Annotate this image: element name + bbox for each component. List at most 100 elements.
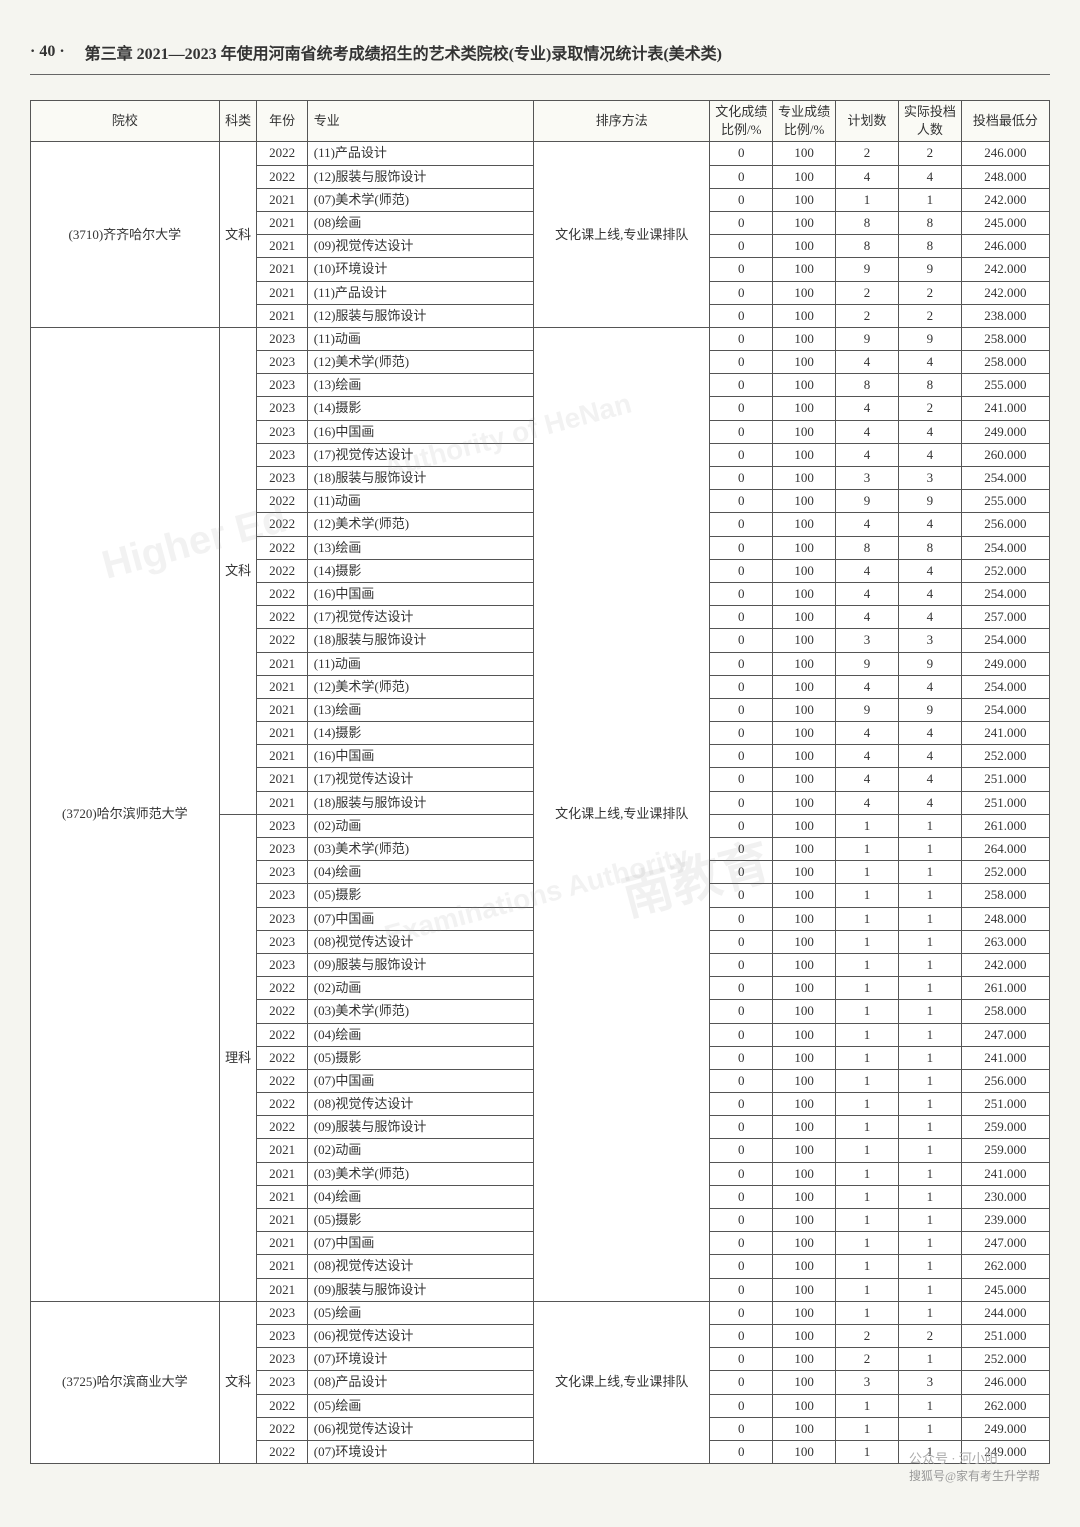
cell-value: 252.000 (961, 745, 1049, 768)
cell-value: 257.000 (961, 606, 1049, 629)
cell-value: 255.000 (961, 374, 1049, 397)
cell-value: 100 (773, 1348, 836, 1371)
cell-value: 248.000 (961, 165, 1049, 188)
cell-major: (08)视觉传达设计 (307, 1093, 533, 1116)
cell-value: 254.000 (961, 629, 1049, 652)
cell-major: (17)视觉传达设计 (307, 443, 533, 466)
cell-major: (05)摄影 (307, 884, 533, 907)
cell-value: 0 (710, 374, 773, 397)
cell-value: 9 (898, 258, 961, 281)
cell-value: 1 (898, 1417, 961, 1440)
cell-year: 2023 (257, 930, 307, 953)
cell-major: (11)产品设计 (307, 281, 533, 304)
cell-year: 2021 (257, 188, 307, 211)
col-pro-ratio: 专业成绩比例/% (773, 101, 836, 142)
cell-major: (08)视觉传达设计 (307, 1255, 533, 1278)
cell-value: 1 (898, 1209, 961, 1232)
footer-source: 搜狐号@家有考生升学帮 (909, 1467, 1040, 1484)
cell-value: 8 (898, 536, 961, 559)
cell-major: (06)视觉传达设计 (307, 1417, 533, 1440)
cell-value: 1 (836, 1440, 899, 1463)
cell-major: (14)摄影 (307, 397, 533, 420)
cell-major: (16)中国画 (307, 745, 533, 768)
cell-value: 251.000 (961, 768, 1049, 791)
cell-value: 242.000 (961, 953, 1049, 976)
cell-value: 254.000 (961, 675, 1049, 698)
cell-value: 241.000 (961, 1162, 1049, 1185)
cell-value: 259.000 (961, 1139, 1049, 1162)
cell-major: (09)服装与服饰设计 (307, 1278, 533, 1301)
cell-value: 258.000 (961, 351, 1049, 374)
cell-year: 2021 (257, 1255, 307, 1278)
cell-value: 0 (710, 513, 773, 536)
cell-value: 3 (836, 467, 899, 490)
cell-value: 4 (836, 351, 899, 374)
cell-value: 100 (773, 1162, 836, 1185)
cell-major: (04)绘画 (307, 1185, 533, 1208)
cell-major: (07)中国画 (307, 1069, 533, 1092)
cell-value: 1 (836, 838, 899, 861)
cell-year: 2021 (257, 1185, 307, 1208)
cell-value: 255.000 (961, 490, 1049, 513)
cell-value: 100 (773, 745, 836, 768)
cell-value: 100 (773, 861, 836, 884)
table-row: (3720)哈尔滨师范大学文科2023(11)动画文化课上线,专业课排队0100… (31, 327, 1050, 350)
cell-major: (05)摄影 (307, 1209, 533, 1232)
cell-value: 4 (836, 165, 899, 188)
cell-value: 262.000 (961, 1255, 1049, 1278)
cell-value: 4 (836, 513, 899, 536)
cell-value: 0 (710, 652, 773, 675)
cell-year: 2023 (257, 374, 307, 397)
cell-value: 4 (836, 420, 899, 443)
cell-value: 0 (710, 188, 773, 211)
cell-value: 3 (898, 1371, 961, 1394)
cell-value: 241.000 (961, 397, 1049, 420)
cell-value: 245.000 (961, 1278, 1049, 1301)
cell-year: 2022 (257, 1046, 307, 1069)
cell-year: 2021 (257, 258, 307, 281)
cell-value: 4 (898, 606, 961, 629)
cell-value: 4 (898, 351, 961, 374)
cell-value: 0 (710, 629, 773, 652)
cell-value: 0 (710, 1278, 773, 1301)
cell-value: 2 (898, 304, 961, 327)
cell-value: 1 (836, 1162, 899, 1185)
cell-value: 100 (773, 235, 836, 258)
cell-value: 100 (773, 1371, 836, 1394)
cell-year: 2023 (257, 351, 307, 374)
cell-value: 1 (836, 1278, 899, 1301)
footer: 公众号 · 河小阳 搜狐号@家有考生升学帮 (909, 1448, 1040, 1484)
cell-value: 0 (710, 1139, 773, 1162)
cell-value: 4 (898, 722, 961, 745)
col-culture-ratio: 文化成绩比例/% (710, 101, 773, 142)
cell-value: 8 (836, 211, 899, 234)
cell-value: 3 (898, 629, 961, 652)
cell-value: 1 (836, 1023, 899, 1046)
table-row: (3725)哈尔滨商业大学文科2023(05)绘画文化课上线,专业课排队0100… (31, 1301, 1050, 1324)
cell-value: 1 (836, 1232, 899, 1255)
cell-major: (05)摄影 (307, 1046, 533, 1069)
cell-value: 2 (836, 142, 899, 165)
cell-value: 4 (898, 768, 961, 791)
cell-value: 249.000 (961, 1417, 1049, 1440)
cell-value: 100 (773, 977, 836, 1000)
cell-value: 2 (898, 397, 961, 420)
cell-value: 100 (773, 884, 836, 907)
cell-value: 1 (836, 1093, 899, 1116)
cell-year: 2021 (257, 1162, 307, 1185)
cell-major: (12)美术学(师范) (307, 351, 533, 374)
cell-value: 1 (898, 930, 961, 953)
cell-value: 1 (898, 838, 961, 861)
cell-value: 0 (710, 420, 773, 443)
cell-major: (04)绘画 (307, 1023, 533, 1046)
cell-category: 文科 (219, 142, 257, 328)
cell-value: 8 (898, 211, 961, 234)
cell-value: 9 (898, 490, 961, 513)
cell-value: 4 (898, 675, 961, 698)
cell-value: 100 (773, 907, 836, 930)
cell-major: (16)中国画 (307, 582, 533, 605)
cell-year: 2023 (257, 953, 307, 976)
cell-value: 1 (898, 861, 961, 884)
cell-value: 261.000 (961, 814, 1049, 837)
cell-value: 254.000 (961, 582, 1049, 605)
